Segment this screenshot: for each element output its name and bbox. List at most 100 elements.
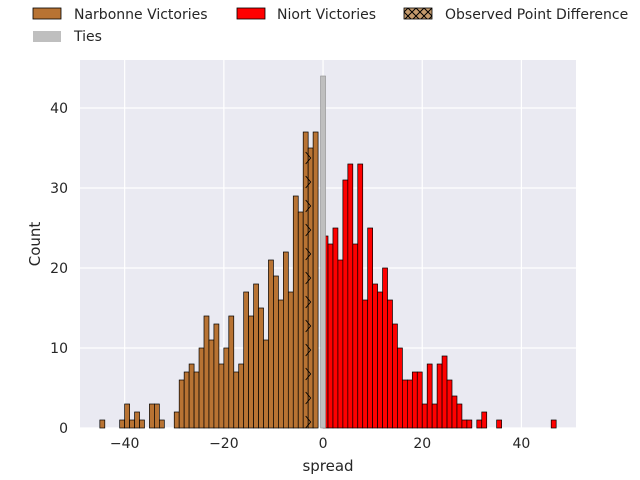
niort-bar bbox=[411, 371, 418, 429]
y-tick-label: 30 bbox=[50, 181, 68, 197]
narbonne-bar bbox=[129, 419, 135, 429]
narbonne-bar bbox=[178, 379, 185, 429]
narbonne-bar bbox=[297, 211, 304, 429]
niort-bar bbox=[372, 283, 378, 429]
observed-hatch-mark bbox=[305, 247, 312, 261]
niort-bar bbox=[352, 243, 359, 429]
niort-bar bbox=[332, 227, 339, 429]
legend-label-ties: Ties bbox=[73, 29, 102, 45]
niort-bar bbox=[550, 419, 557, 429]
observed-hatch-mark bbox=[305, 367, 312, 381]
niort-bar bbox=[441, 355, 448, 429]
x-tick-label: 20 bbox=[413, 436, 431, 452]
niort-bar bbox=[407, 379, 413, 429]
narbonne-bar bbox=[139, 419, 145, 429]
niort-bar bbox=[461, 419, 468, 429]
x-tick-label: −40 bbox=[110, 436, 140, 452]
narbonne-bar bbox=[193, 371, 200, 429]
narbonne-bar bbox=[307, 147, 314, 429]
observed-point-difference-marker bbox=[305, 151, 312, 429]
narbonne-bar bbox=[198, 347, 205, 429]
observed-hatch-mark bbox=[305, 343, 312, 357]
narbonne-bar bbox=[213, 323, 220, 429]
narbonne-bar bbox=[258, 307, 264, 429]
narbonne-bar bbox=[273, 275, 279, 429]
niort-bar bbox=[431, 403, 438, 429]
niort-bar bbox=[416, 371, 423, 429]
niort-bar bbox=[367, 227, 373, 429]
observed-hatch-mark bbox=[305, 151, 312, 165]
niort-bar bbox=[397, 347, 403, 429]
legend-swatch-narbonne bbox=[32, 7, 62, 20]
narbonne-bar bbox=[154, 403, 160, 429]
narbonne-bar bbox=[218, 363, 225, 429]
narbonne-bar bbox=[124, 403, 130, 429]
legend-label-narbonne: Narbonne Victories bbox=[74, 7, 208, 23]
niort-bar bbox=[451, 395, 458, 429]
niort-bar bbox=[342, 179, 349, 429]
observed-hatch-mark bbox=[305, 199, 312, 213]
narbonne-bar bbox=[159, 419, 165, 429]
x-tick-label: 0 bbox=[319, 436, 328, 452]
y-axis-title: Count bbox=[26, 222, 44, 267]
ties-bar bbox=[320, 75, 326, 429]
legend-label-observed: Observed Point Difference bbox=[445, 7, 628, 23]
niort-bar bbox=[327, 243, 334, 429]
observed-hatch-mark bbox=[305, 271, 312, 285]
narbonne-bar bbox=[268, 259, 274, 429]
observed-hatch-mark bbox=[305, 295, 312, 309]
y-tick-label: 0 bbox=[59, 421, 68, 437]
niort-bar bbox=[377, 291, 383, 429]
observed-hatch-mark bbox=[305, 415, 312, 429]
niort-bar bbox=[481, 411, 488, 429]
niort-bar bbox=[446, 379, 453, 429]
niort-bar bbox=[436, 363, 443, 429]
y-tick-label: 10 bbox=[50, 341, 68, 357]
narbonne-bar bbox=[223, 347, 230, 429]
narbonne-bar bbox=[243, 291, 249, 429]
narbonne-bar bbox=[183, 371, 190, 429]
niort-bar bbox=[347, 163, 354, 429]
niort-bar bbox=[357, 163, 364, 429]
narbonne-bar bbox=[203, 315, 210, 429]
x-tick-label: −20 bbox=[209, 436, 239, 452]
niort-bar bbox=[362, 299, 369, 429]
narbonne-bar bbox=[208, 339, 215, 429]
narbonne-bar bbox=[119, 419, 125, 429]
niort-bar bbox=[496, 419, 502, 429]
narbonne-bar bbox=[292, 195, 299, 429]
niort-bar bbox=[421, 403, 428, 429]
narbonne-bar bbox=[248, 315, 254, 429]
narbonne-bar bbox=[149, 403, 155, 429]
x-axis-title: spread bbox=[302, 457, 353, 475]
niort-bar bbox=[392, 323, 398, 429]
niort-bar bbox=[426, 363, 433, 429]
observed-hatch-mark bbox=[305, 319, 312, 333]
legend-swatch-niort bbox=[236, 7, 266, 20]
narbonne-bar bbox=[263, 339, 269, 429]
narbonne-bar bbox=[287, 291, 294, 429]
bars bbox=[99, 75, 557, 429]
narbonne-bar bbox=[233, 371, 240, 429]
narbonne-bar bbox=[228, 315, 235, 429]
axis-ticks: −40 −20 0 20 40 0 10 20 30 40 bbox=[50, 101, 530, 452]
observed-hatch-mark bbox=[305, 391, 312, 405]
narbonne-bar bbox=[283, 251, 289, 429]
observed-hatch-mark bbox=[305, 223, 312, 237]
legend: Narbonne Victories Niort Victories Obser… bbox=[32, 7, 628, 45]
narbonne-bar bbox=[238, 363, 245, 429]
narbonne-bar bbox=[134, 411, 140, 429]
niort-bar bbox=[382, 267, 388, 429]
y-tick-label: 40 bbox=[50, 101, 68, 117]
narbonne-bar bbox=[278, 299, 284, 429]
narbonne-bar bbox=[312, 131, 319, 429]
niort-bar bbox=[337, 259, 344, 429]
niort-bar bbox=[466, 419, 473, 429]
narbonne-bar bbox=[99, 419, 106, 429]
narbonne-bar bbox=[188, 363, 195, 429]
narbonne-bar bbox=[253, 283, 259, 429]
observed-hatch-mark bbox=[305, 175, 312, 189]
legend-label-niort: Niort Victories bbox=[277, 7, 376, 23]
x-tick-label: 40 bbox=[513, 436, 531, 452]
